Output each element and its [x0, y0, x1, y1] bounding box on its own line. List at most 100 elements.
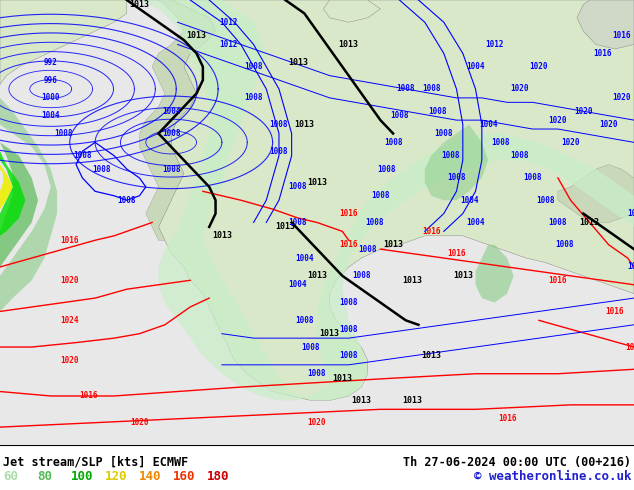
Text: 1008: 1008	[384, 138, 403, 147]
Text: 1016: 1016	[422, 227, 441, 236]
Text: 1020: 1020	[599, 120, 618, 129]
Text: 1020: 1020	[60, 356, 79, 365]
Text: 80: 80	[37, 470, 52, 484]
Text: 1004: 1004	[162, 107, 181, 116]
Text: 1020: 1020	[574, 107, 593, 116]
Text: 1016: 1016	[60, 236, 79, 245]
Text: 1013: 1013	[383, 240, 403, 249]
Polygon shape	[323, 0, 380, 22]
Text: 1008: 1008	[510, 151, 529, 160]
Polygon shape	[0, 0, 127, 85]
Polygon shape	[558, 165, 634, 222]
Text: 1008: 1008	[447, 173, 466, 182]
Polygon shape	[476, 245, 514, 302]
Text: 1008: 1008	[117, 196, 136, 205]
Text: 1008: 1008	[536, 196, 555, 205]
Text: 1008: 1008	[428, 107, 447, 116]
Text: 1020: 1020	[307, 418, 327, 427]
Text: 1008: 1008	[555, 240, 574, 249]
Text: 1013: 1013	[307, 271, 327, 280]
Text: 1013: 1013	[402, 396, 422, 405]
Text: 1020: 1020	[561, 138, 580, 147]
Polygon shape	[577, 0, 634, 49]
Text: 1020: 1020	[60, 276, 79, 285]
Polygon shape	[0, 98, 57, 312]
Polygon shape	[0, 165, 13, 209]
Text: 1013: 1013	[129, 0, 150, 9]
Text: 992: 992	[44, 58, 58, 67]
Text: 1013: 1013	[421, 351, 441, 361]
Text: 1013: 1013	[339, 40, 359, 49]
Text: 1004: 1004	[479, 120, 498, 129]
Text: 1008: 1008	[339, 298, 358, 307]
Text: 1004: 1004	[460, 196, 479, 205]
Text: 1008: 1008	[491, 138, 510, 147]
Text: 1016: 1016	[605, 307, 624, 316]
Text: 180: 180	[207, 470, 230, 484]
Text: 1008: 1008	[162, 165, 181, 173]
Text: 1008: 1008	[269, 147, 288, 156]
Text: 1004: 1004	[41, 111, 60, 120]
Text: 120: 120	[105, 470, 127, 484]
Text: 996: 996	[44, 75, 58, 85]
Polygon shape	[127, 0, 634, 400]
Text: 1004: 1004	[466, 218, 485, 227]
Text: 60: 60	[3, 470, 18, 484]
Text: 1013: 1013	[186, 31, 207, 40]
Text: 1020: 1020	[510, 84, 529, 94]
Text: 1008: 1008	[307, 369, 327, 378]
Text: 1013: 1013	[294, 120, 314, 129]
Text: 1008: 1008	[73, 151, 92, 160]
Text: 1016: 1016	[339, 209, 358, 218]
Text: 1012: 1012	[219, 18, 238, 27]
Text: 1013: 1013	[332, 374, 353, 383]
Text: 1024: 1024	[60, 316, 79, 325]
Text: 1008: 1008	[295, 316, 314, 325]
Text: 1000: 1000	[41, 94, 60, 102]
Text: 1013: 1013	[320, 329, 340, 338]
Text: 1013: 1013	[453, 271, 473, 280]
Text: 1004: 1004	[295, 253, 314, 263]
Text: 1020: 1020	[529, 62, 548, 71]
Text: 1016: 1016	[339, 240, 358, 249]
Text: 1020: 1020	[548, 116, 567, 124]
Text: 160: 160	[173, 470, 195, 484]
Text: 1008: 1008	[92, 165, 111, 173]
Text: 1016: 1016	[548, 276, 567, 285]
Text: 1013: 1013	[307, 178, 327, 187]
Text: Th 27-06-2024 00:00 UTC (00+216): Th 27-06-2024 00:00 UTC (00+216)	[403, 456, 631, 469]
Text: 1008: 1008	[371, 191, 390, 200]
Polygon shape	[425, 124, 488, 200]
Text: 1004: 1004	[288, 280, 307, 289]
Text: 1008: 1008	[396, 84, 415, 94]
Text: Jet stream/SLP [kts] ECMWF: Jet stream/SLP [kts] ECMWF	[3, 456, 188, 469]
Text: 1020: 1020	[612, 94, 631, 102]
Polygon shape	[139, 0, 216, 240]
Text: 1008: 1008	[288, 182, 307, 192]
Text: 1013: 1013	[275, 222, 295, 231]
Text: 1013: 1013	[212, 231, 232, 240]
Text: 1012: 1012	[219, 40, 238, 49]
Text: 1016: 1016	[79, 392, 98, 400]
Text: 1013: 1013	[579, 218, 600, 227]
Text: 1008: 1008	[365, 218, 384, 227]
Text: 1008: 1008	[339, 351, 358, 361]
Text: 1016: 1016	[447, 249, 466, 258]
Text: 1008: 1008	[288, 218, 307, 227]
Text: 1008: 1008	[434, 129, 453, 138]
Text: 1012: 1012	[485, 40, 504, 49]
Text: 1008: 1008	[162, 129, 181, 138]
Text: 1008: 1008	[523, 173, 542, 182]
Polygon shape	[0, 143, 38, 267]
Text: 1013: 1013	[288, 58, 308, 67]
Text: 1008: 1008	[377, 165, 396, 173]
Text: 1016: 1016	[612, 31, 631, 40]
Text: 1016: 1016	[593, 49, 612, 58]
Text: 1008: 1008	[422, 84, 441, 94]
Text: 1008: 1008	[244, 62, 263, 71]
Text: 1008: 1008	[390, 111, 409, 120]
Text: 1020: 1020	[130, 418, 149, 427]
Polygon shape	[127, 0, 634, 400]
Text: 1008: 1008	[301, 343, 320, 351]
Polygon shape	[0, 151, 25, 236]
